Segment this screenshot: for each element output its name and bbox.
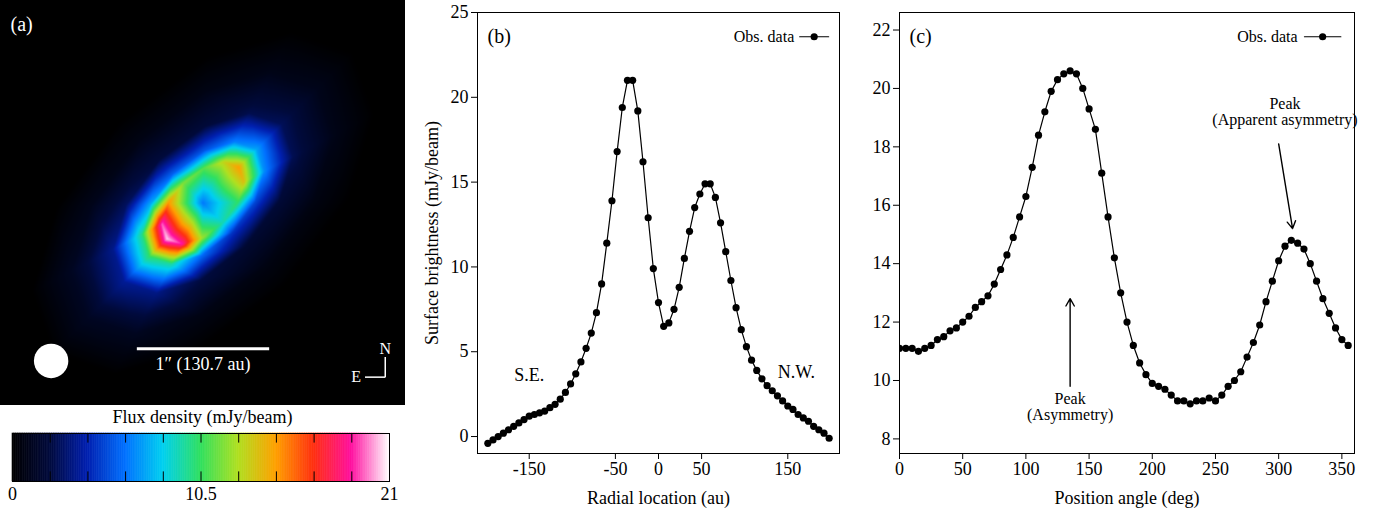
svg-text:Obs. data: Obs. data [734, 28, 794, 45]
svg-text:250: 250 [1202, 459, 1229, 479]
svg-text:100: 100 [1012, 459, 1039, 479]
svg-text:0: 0 [460, 426, 469, 446]
svg-text:Peak(Apparent asymmetry): Peak(Apparent asymmetry) [1212, 95, 1357, 129]
svg-text:5: 5 [460, 341, 469, 361]
svg-text:10.5: 10.5 [185, 484, 217, 504]
svg-text:22: 22 [873, 20, 891, 40]
svg-text:8: 8 [882, 429, 891, 449]
svg-text:1″ (130.7 au): 1″ (130.7 au) [156, 354, 251, 375]
svg-text:15: 15 [451, 172, 469, 192]
svg-text:150: 150 [774, 459, 801, 479]
svg-text:16: 16 [873, 195, 891, 215]
svg-text:150: 150 [1076, 459, 1103, 479]
svg-text:0: 0 [8, 484, 17, 504]
svg-text:14: 14 [873, 253, 891, 273]
svg-text:0: 0 [654, 459, 663, 479]
svg-text:10: 10 [451, 257, 469, 277]
svg-text:200: 200 [1139, 459, 1166, 479]
svg-text:10: 10 [873, 370, 891, 390]
svg-text:0: 0 [895, 459, 904, 479]
svg-text:(a): (a) [11, 13, 33, 36]
svg-text:Radial location (au): Radial location (au) [587, 488, 730, 509]
svg-text:-50: -50 [603, 459, 627, 479]
svg-text:25: 25 [451, 2, 469, 22]
svg-text:Surface brightness (mJy/beam): Surface brightness (mJy/beam) [422, 121, 443, 345]
svg-text:50: 50 [954, 459, 972, 479]
svg-text:350: 350 [1328, 459, 1355, 479]
svg-text:Position angle (deg): Position angle (deg) [1055, 488, 1200, 509]
svg-text:(c): (c) [910, 25, 932, 48]
svg-text:S.E.: S.E. [514, 365, 544, 385]
svg-text:Peak(Asymmetry): Peak(Asymmetry) [1027, 390, 1113, 424]
svg-text:18: 18 [873, 137, 891, 157]
svg-text:300: 300 [1265, 459, 1292, 479]
svg-text:-150: -150 [513, 459, 546, 479]
svg-text:Obs. data: Obs. data [1237, 28, 1297, 45]
svg-text:50: 50 [693, 459, 711, 479]
html-text:Flux density (mJy/beam): Flux density (mJy/beam) [112, 407, 293, 427]
svg-text:20: 20 [873, 78, 891, 98]
svg-text:21: 21 [381, 484, 399, 504]
svg-text:20: 20 [451, 87, 469, 107]
svg-text:N.W.: N.W. [778, 362, 815, 382]
svg-text:(b): (b) [488, 25, 511, 48]
svg-text:E: E [351, 368, 361, 385]
svg-text:N: N [379, 340, 391, 357]
svg-text:12: 12 [873, 312, 891, 332]
